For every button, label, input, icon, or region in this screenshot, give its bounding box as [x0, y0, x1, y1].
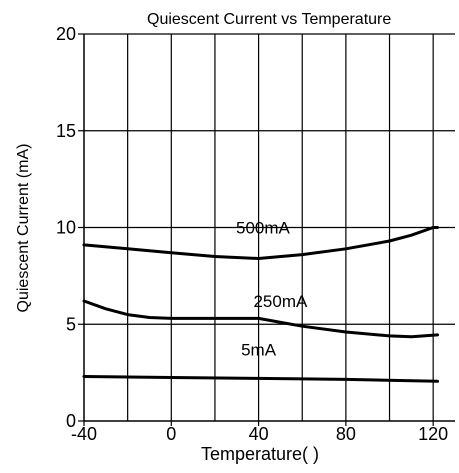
axes [78, 33, 455, 426]
y-axis-label: Quiescent Current (mA) [15, 144, 32, 313]
x-tick-label: 40 [249, 424, 269, 444]
y-tick-label: 5 [66, 314, 76, 334]
series-group [82, 226, 439, 383]
series-label-500ma: 500mA [236, 219, 291, 238]
grid [84, 33, 455, 421]
series-label-5ma: 5mA [241, 340, 277, 359]
x-axis-label: Temperature( ) [201, 444, 319, 464]
chart-title: Quiescent Current vs Temperature [147, 11, 391, 28]
series-label-250ma: 250mA [253, 292, 308, 311]
x-tick-label: -40 [71, 424, 97, 444]
x-tick-label: 0 [166, 424, 176, 444]
y-tick-label: 0 [66, 411, 76, 431]
y-tick-label: 10 [56, 218, 76, 238]
series-line-5ma [82, 375, 439, 383]
x-tick-label: 120 [418, 424, 448, 444]
y-tick-label: 15 [56, 121, 76, 141]
y-tick-label: 20 [56, 24, 76, 44]
series-line-250ma [82, 299, 439, 339]
series-labels: 500mA 250mA 5mA [236, 219, 308, 360]
series-line-500ma [82, 226, 439, 260]
x-tick-label: 80 [336, 424, 356, 444]
